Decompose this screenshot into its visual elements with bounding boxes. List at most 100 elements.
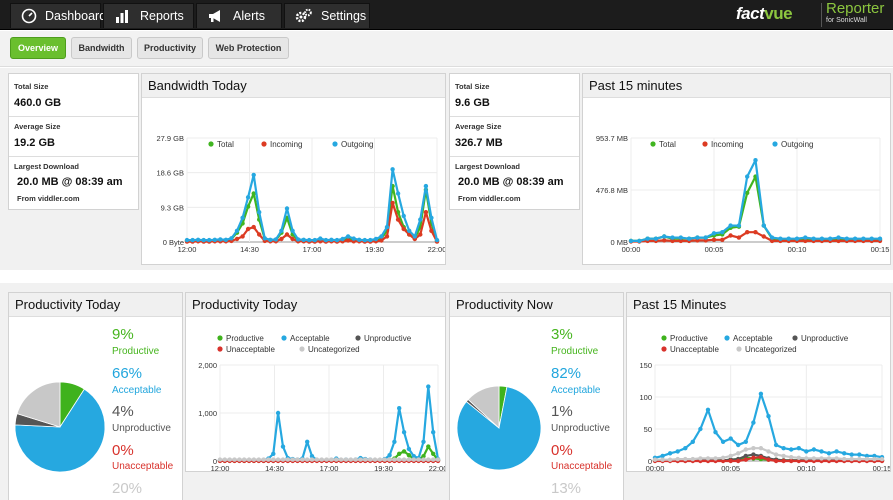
data-point-productive [426,444,431,449]
data-point-outgoing [678,235,683,240]
data-point-acceptable [720,439,726,444]
productivity-today-title: Productivity Today [186,293,445,317]
data-point-uncategorized [857,456,862,462]
legend-marker-acceptable [724,335,730,341]
data-point-outgoing [778,236,783,241]
productive-label: Productive [112,346,160,357]
data-point-incoming [290,236,295,242]
legend-marker-uncategorized [299,346,305,352]
data-point-incoming [401,226,406,232]
data-point-outgoing [201,237,206,243]
data-point-incoming [284,232,290,237]
data-point-acceptable [683,446,688,451]
nav-reports[interactable]: Reports [103,3,194,28]
data-point-incoming [761,234,766,239]
data-point-acceptable [766,414,771,419]
data-point-acceptable [826,451,832,456]
data-point-uncategorized [309,457,315,462]
data-point-outgoing [290,228,295,233]
y-tick-label: 0 [213,457,217,466]
gears-icon [295,8,313,24]
pie-slice-uncategorized [467,385,500,429]
largest-download-value: 20.0 MB @ 08:39 am [17,176,123,188]
nav-dashboard-label: Dashboard [45,9,107,23]
legend-label-total: Total [659,140,676,149]
tab-bandwidth[interactable]: Bandwidth [71,37,132,59]
product-sub-label: for SonicWall [826,17,867,24]
data-point-uncategorized [227,457,232,462]
data-point-incoming [728,233,733,238]
tab-web-protection[interactable]: Web Protection [208,37,289,59]
legend-label-total: Total [217,140,234,149]
data-point-outgoing [368,237,373,243]
productivity-15min-panel: Past 15 Minutes 150 100 50 0 00:00 00:05 00:10… [626,292,891,472]
productivity-now-pie [456,385,542,471]
data-point-incoming [384,234,390,239]
largest-download-value: 20.0 MB @ 08:39 am [458,176,564,188]
nav-alerts-label: Alerts [233,9,265,23]
data-point-uncategorized [879,456,885,462]
productivity-15min-chart: 150 100 50 000:00 00:05 00:10 00:15 Productive A… [639,334,890,472]
tab-overview[interactable]: Overview [10,37,66,59]
productivity-today-pie-panel: Productivity Today 9% Productive 66% Acc… [8,292,183,500]
data-point-uncategorized [435,457,441,462]
data-point-uncategorized [377,457,383,462]
legend-marker-acceptable [281,335,287,341]
data-point-acceptable [857,452,862,457]
data-point-incoming [753,230,758,235]
data-point-uncategorized [280,457,286,462]
data-point-incoming [240,234,245,239]
data-point-acceptable [667,451,673,456]
data-point-uncategorized [358,457,363,462]
data-point-outgoing [295,237,301,242]
uncategorized-percent: 13% [551,480,582,497]
data-point-acceptable [411,454,416,459]
data-point-unacceptable [766,457,771,462]
data-point-uncategorized [305,457,310,462]
data-point-unacceptable [758,455,764,460]
nav-alerts[interactable]: Alerts [196,3,282,28]
data-point-acceptable [431,430,436,435]
data-point-unacceptable [773,458,779,464]
data-point-unproductive [743,453,748,459]
data-point-outgoing [245,195,251,200]
data-point-uncategorized [368,457,373,462]
nav-dashboard[interactable]: Dashboard [10,3,106,28]
series-line-outgoing [187,168,439,242]
data-point-acceptable [804,449,809,454]
data-point-uncategorized [290,457,295,462]
data-point-uncategorized [319,457,324,462]
data-point-incoming [379,238,384,243]
x-tick-label: 17:00 [320,464,339,472]
data-point-uncategorized [804,456,809,461]
data-point-outgoing [794,236,800,241]
legend-label-unacceptable: Unacceptable [226,345,275,354]
data-point-outgoing [653,236,659,241]
total-size-value: 460.0 GB [14,97,62,109]
data-point-outgoing [429,215,434,220]
legend-label-incoming: Incoming [270,140,302,149]
data-point-outgoing [323,237,329,243]
data-point-acceptable [743,439,748,444]
data-point-acceptable [773,442,779,448]
x-tick-label: 12:00 [211,464,230,472]
data-point-acceptable [819,449,824,454]
bandwidth-today-panel: Bandwidth Today 27.9 GB 18.6 GB 9.3 GB 0 By… [141,73,446,265]
data-point-total [745,190,750,196]
data-point-uncategorized [773,452,779,457]
data-point-acceptable [811,447,817,452]
nav-settings[interactable]: Settings [284,3,370,28]
data-point-acceptable [271,451,276,456]
data-point-unacceptable [743,457,748,462]
tab-productivity[interactable]: Productivity [137,37,203,59]
legend-label-acceptable: Acceptable [733,334,773,343]
data-point-incoming [736,235,742,240]
factvue-logo: factvue [736,4,818,26]
y-tick-label: 0 MB [610,238,628,247]
data-point-uncategorized [652,457,658,462]
data-point-acceptable [705,407,711,412]
data-point-outgoing [318,236,323,241]
data-point-unacceptable [736,458,741,464]
